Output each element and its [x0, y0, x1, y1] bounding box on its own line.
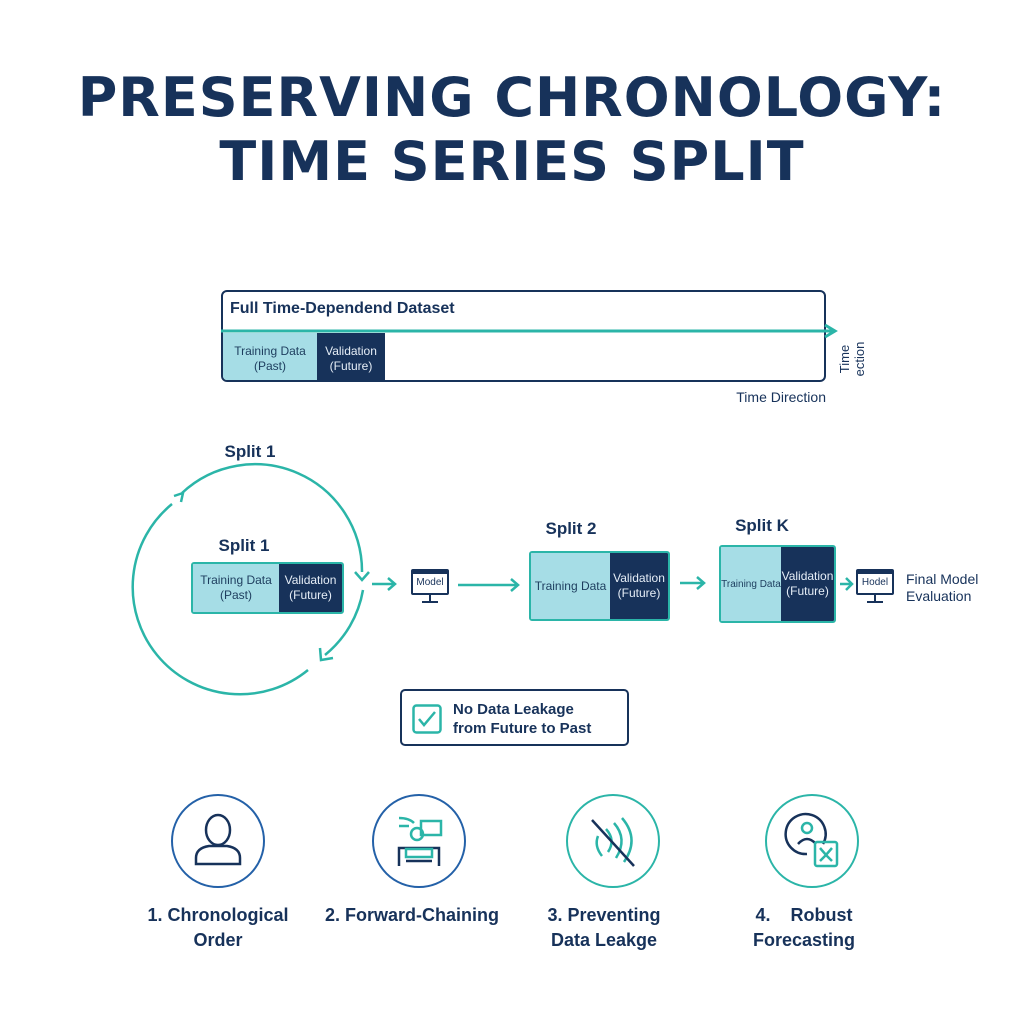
cycle-arrow-icon — [131, 463, 370, 696]
final-line-1: Final Model — [906, 571, 979, 587]
principle-line-2: Order — [193, 930, 243, 950]
split-k-validation: Validation (Future) — [781, 547, 834, 621]
split-2-box: Training Data Validation (Future) — [529, 551, 670, 621]
final-model-monitor-icon: Hodel — [856, 566, 894, 606]
leakage-line-1: No Data Leakage — [453, 701, 574, 718]
principle-line-1: 1. Chronological — [147, 905, 289, 925]
validation-label: Validation — [781, 569, 834, 583]
validation-label: Validation — [325, 343, 377, 358]
final-evaluation-label: Final Model Evaluation — [906, 571, 978, 605]
principle-line-1: 2. Forward-Chaining — [324, 905, 499, 925]
principle-line-2: Data Leakge — [550, 930, 658, 950]
chain-icon — [372, 794, 466, 888]
training-label: Training Data — [234, 343, 306, 358]
training-sublabel: (Past) — [219, 588, 252, 602]
training-label: Training Data — [534, 578, 607, 593]
model-label: Model — [411, 569, 449, 595]
validation-sublabel: (Future) — [289, 588, 332, 602]
title-line-2: TIME SERIES SPLIT — [219, 130, 805, 193]
model-monitor-icon: Model — [411, 566, 449, 606]
split-1-validation: Validation (Future) — [279, 564, 342, 612]
split-1-label: Split 1 — [218, 536, 270, 555]
dataset-training: Training Data (Past) — [223, 333, 317, 380]
validation-sublabel: (Future) — [329, 358, 373, 373]
training-label: Training Data — [200, 573, 272, 587]
split-1-training: Training Data (Past) — [193, 564, 279, 612]
validation-label: Validation — [613, 571, 665, 585]
no-leakage-box: No Data Leakage from Future to Past — [400, 689, 629, 746]
split-k-training: Training Data — [721, 547, 781, 621]
split-2-training: Training Data — [531, 553, 610, 619]
split-2-validation: Validation (Future) — [610, 553, 668, 619]
split-k-label: Split K — [735, 516, 789, 535]
validation-sublabel: (Future) — [617, 586, 661, 600]
validation-sublabel: (Future) — [786, 584, 829, 598]
dataset-title: Full Time-Dependend Dataset — [230, 300, 455, 317]
validation-label: Validation — [284, 573, 337, 587]
principle-2-label: 2. Forward-Chaining — [312, 903, 512, 928]
principle-1-label: 1. Chronological Order — [118, 903, 318, 953]
training-sublabel: (Past) — [253, 358, 286, 373]
time-arrow — [221, 323, 838, 339]
principle-3-label: 3. Preventing Data Leakge — [504, 903, 704, 953]
principle-line-1: 4. Robust — [755, 905, 853, 925]
split-2-label: Split 2 — [545, 519, 597, 538]
split-1-top-label: Split 1 — [224, 442, 276, 461]
principle-line-1: 3. Preventing — [547, 905, 661, 925]
person-icon — [171, 794, 265, 888]
forecast-icon — [765, 794, 859, 888]
vertical-time-label: Time ection — [837, 341, 867, 377]
training-label: Training Data — [721, 578, 781, 590]
check-icon — [412, 704, 442, 734]
time-direction-label: Time Direction — [736, 389, 826, 405]
principle-4-label: 4. Robust Forecasting — [704, 903, 904, 953]
split-1-box: Training Data (Past) Validation (Future) — [191, 562, 344, 614]
dataset-validation: Validation (Future) — [317, 333, 385, 380]
signal-blocked-icon — [566, 794, 660, 888]
title-line-1: PRESERVING CHRONOLOGY: — [77, 66, 947, 129]
final-line-2: Evaluation — [906, 588, 972, 604]
dataset-box: Full Time-Dependend Dataset Training Dat… — [221, 290, 826, 382]
model-label: Hodel — [856, 569, 894, 595]
split-k-box: Training Data Validation (Future) — [719, 545, 836, 623]
leakage-line-2: from Future to Past — [453, 720, 592, 737]
principle-line-2: Forecasting — [752, 930, 856, 950]
